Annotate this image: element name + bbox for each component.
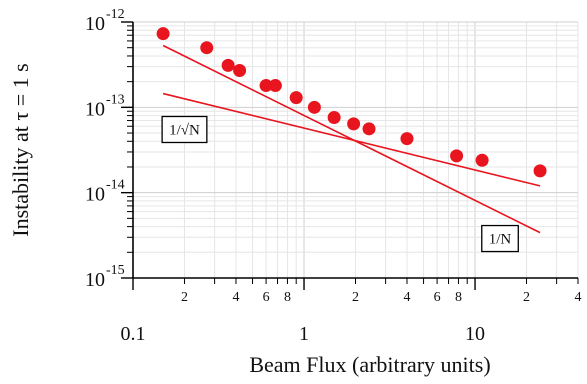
x-minor-tick-label: 2 bbox=[352, 290, 359, 305]
x-major-tick-label: 0.1 bbox=[121, 323, 146, 345]
fit-label-text: 1/N bbox=[489, 232, 512, 248]
x-major-tick-label: 10 bbox=[465, 323, 485, 345]
data-points bbox=[156, 27, 547, 178]
data-point bbox=[400, 132, 414, 146]
fit-label-box bbox=[481, 224, 519, 253]
y-major-tick-label: 10 bbox=[85, 184, 105, 206]
fit-label: 1/N bbox=[481, 224, 519, 253]
y-axis-label: Instability at τ = 1 s bbox=[8, 63, 33, 236]
data-point bbox=[259, 79, 273, 93]
x-minor-tick-label: 8 bbox=[455, 290, 462, 305]
fit-label-text: 1/√N bbox=[169, 122, 200, 138]
y-major-tick-exponent: -12 bbox=[106, 7, 125, 22]
y-major-tick-label: 10 bbox=[85, 269, 105, 291]
data-point bbox=[268, 79, 282, 93]
y-major-tick-exponent: -13 bbox=[106, 92, 125, 107]
data-point bbox=[221, 58, 235, 72]
data-point bbox=[362, 122, 376, 136]
data-point bbox=[289, 91, 303, 105]
fit-labels: 1/√N 1/N bbox=[161, 115, 519, 253]
x-minor-tick-label: 4 bbox=[575, 290, 582, 305]
fit-label: 1/√N bbox=[161, 115, 208, 144]
x-minor-tick-label: 4 bbox=[232, 290, 239, 305]
x-minor-tick-label: 2 bbox=[181, 290, 188, 305]
fit-label-box bbox=[161, 115, 208, 144]
x-minor-tick-label: 4 bbox=[403, 290, 410, 305]
data-point bbox=[327, 111, 341, 125]
y-major-tick-exponent: -15 bbox=[106, 263, 125, 278]
x-major-tick-label: 1 bbox=[299, 323, 309, 345]
data-point bbox=[233, 64, 247, 78]
data-point bbox=[347, 117, 361, 131]
data-point bbox=[307, 100, 321, 114]
x-axis-label: Beam Flux (arbitrary units) bbox=[249, 352, 490, 377]
x-minor-tick-label: 8 bbox=[284, 290, 291, 305]
x-minor-tick-label: 6 bbox=[263, 290, 270, 305]
data-point bbox=[156, 27, 170, 41]
fit-lines bbox=[162, 44, 541, 234]
x-minor-tick-label: 6 bbox=[434, 290, 441, 305]
y-major-tick-label: 10 bbox=[85, 98, 105, 120]
x-minor-tick-label: 2 bbox=[523, 290, 530, 305]
data-point bbox=[533, 164, 547, 178]
fit-line bbox=[162, 44, 541, 234]
data-point bbox=[475, 153, 489, 167]
y-major-tick-label: 10 bbox=[85, 13, 105, 35]
y-major-tick-exponent: -14 bbox=[106, 178, 125, 193]
data-point bbox=[450, 149, 464, 163]
data-point bbox=[200, 41, 214, 55]
